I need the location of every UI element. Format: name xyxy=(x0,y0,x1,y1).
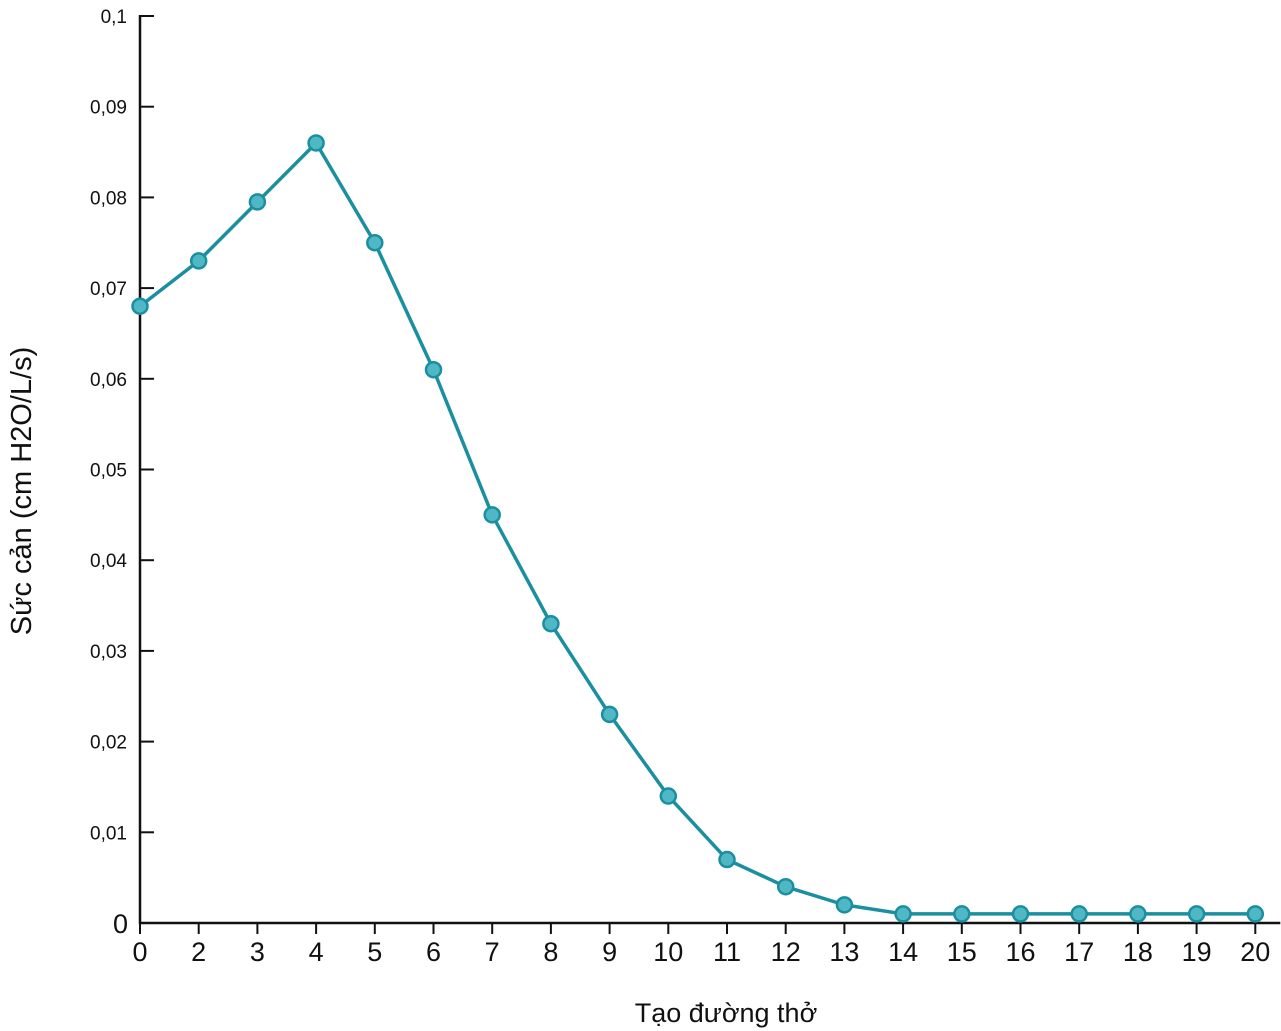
x-tick-label: 16 xyxy=(1005,937,1035,967)
y-tick-label: 0,04 xyxy=(90,551,127,572)
x-tick-label: 15 xyxy=(947,937,977,967)
data-point xyxy=(894,905,912,923)
y-tick-label: 0,03 xyxy=(90,642,127,663)
y-tick-label: 0,08 xyxy=(90,188,127,209)
data-point xyxy=(600,705,619,724)
x-tick-label: 13 xyxy=(829,937,859,967)
x-tick-label: 18 xyxy=(1123,937,1153,967)
x-tick-label: 12 xyxy=(771,937,801,967)
x-tick-label: 4 xyxy=(309,937,324,967)
y-axis: 0 0,01 0,02 0,03 0,04 0,05 0,06 0,07 0,08 0,09 0,1 xyxy=(90,7,154,939)
x-tick-label: 10 xyxy=(653,937,683,967)
x-tick-label: 11 xyxy=(713,937,741,967)
x-axis: 0 2 3 4 5 6 7 8 9 10 11 12 13 14 15 16 17 18 19 20 xyxy=(132,921,1281,967)
x-tick-label: 14 xyxy=(888,937,918,967)
data-point xyxy=(542,614,560,633)
x-tick-label: 20 xyxy=(1240,937,1270,967)
data-point xyxy=(1070,905,1088,923)
y-tick-label: 0,05 xyxy=(90,461,127,482)
data-point xyxy=(1011,905,1030,923)
x-tick-label: 7 xyxy=(485,937,500,967)
data-point xyxy=(366,234,384,252)
series-line xyxy=(138,141,1256,916)
data-point xyxy=(131,297,149,315)
data-point xyxy=(835,896,854,914)
data-point xyxy=(718,850,736,869)
data-point xyxy=(189,252,208,270)
series xyxy=(131,134,1265,923)
data-point xyxy=(1129,905,1147,923)
y-axis-title: Sức cản (cm H2O/L/s) xyxy=(6,347,38,636)
y-tick-label: 0,02 xyxy=(90,733,127,754)
x-tick-label: 6 xyxy=(426,937,441,967)
data-point xyxy=(248,193,267,211)
data-point xyxy=(776,877,795,896)
data-point xyxy=(953,905,971,923)
data-point xyxy=(659,787,678,805)
x-tick-label: 0 xyxy=(132,937,147,967)
data-point xyxy=(1187,905,1206,923)
x-tick-label: 3 xyxy=(250,937,265,967)
x-tick-label: 17 xyxy=(1064,937,1094,967)
y-tick-label: 0,06 xyxy=(90,370,127,391)
y-tick-label: 0,09 xyxy=(90,98,127,119)
y-tick-label: 0 xyxy=(113,909,128,939)
x-tick-label: 9 xyxy=(602,937,617,967)
y-tick-label: 0,07 xyxy=(90,279,127,300)
x-tick-label: 19 xyxy=(1182,937,1212,967)
x-axis-title: Tạo đường thở xyxy=(635,998,818,1028)
data-point xyxy=(307,134,325,152)
data-point xyxy=(424,360,443,379)
x-tick-label: 5 xyxy=(367,937,382,967)
y-tick-label: 0,1 xyxy=(101,7,127,28)
y-tick-label: 0,01 xyxy=(90,823,127,844)
x-tick-label: 2 xyxy=(191,937,206,967)
data-point xyxy=(483,506,501,524)
data-point xyxy=(1246,905,1265,923)
x-tick-label: 8 xyxy=(543,937,558,967)
